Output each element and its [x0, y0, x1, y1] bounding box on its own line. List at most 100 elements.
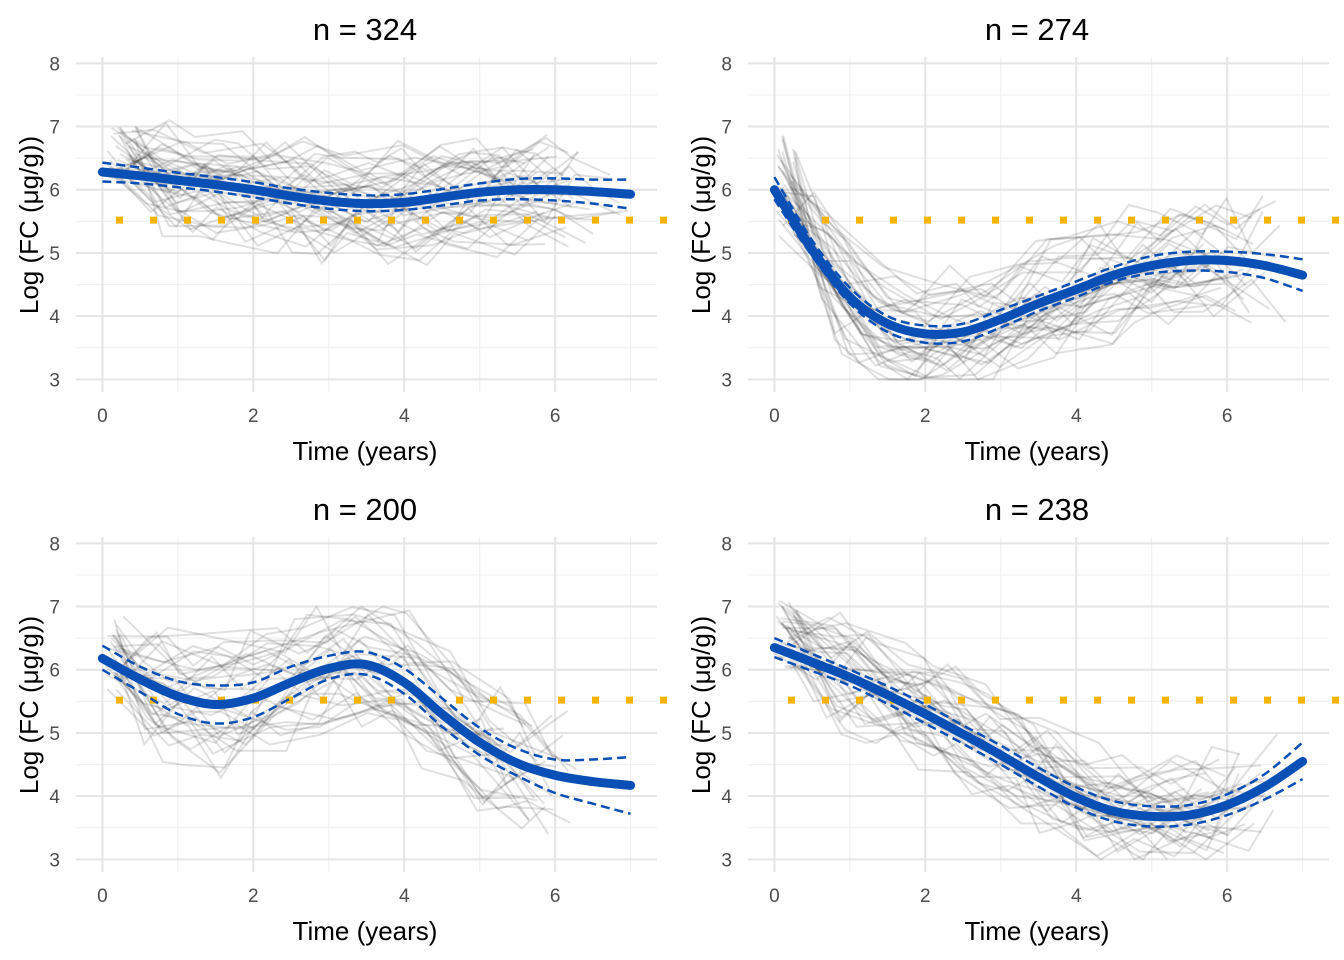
trajectory-line	[782, 190, 1216, 315]
fit-ci-lower	[102, 180, 631, 213]
trajectory-line	[115, 688, 540, 800]
trajectory-line	[779, 186, 1251, 363]
x-tick-label: 4	[1071, 406, 1082, 427]
trajectory-line	[787, 649, 1253, 858]
fit-ci-lower	[773, 655, 1304, 828]
x-tick-label: 6	[1222, 406, 1233, 427]
trajectory-line	[108, 175, 614, 242]
trajectory-line	[132, 140, 534, 197]
trajectory-line	[135, 126, 546, 254]
trajectory-line	[789, 174, 1226, 314]
individual-trajectories	[105, 604, 577, 835]
trajectory-line	[782, 620, 1271, 821]
y-tick-label: 4	[721, 307, 732, 328]
trajectory-line	[121, 167, 586, 266]
fit-curve	[97, 653, 636, 790]
trajectory-line	[110, 135, 579, 198]
trajectory-line	[781, 139, 1271, 380]
trajectory-line	[115, 605, 567, 762]
x-tick-label: 0	[97, 886, 108, 907]
trajectory-line	[782, 135, 1244, 351]
trajectory-line	[110, 641, 546, 830]
x-tick-label: 2	[248, 406, 259, 427]
trajectory-line	[115, 629, 505, 736]
y-tick-label: 4	[49, 307, 60, 328]
y-tick-label: 4	[49, 787, 60, 808]
trajectory-line	[122, 615, 492, 745]
y-tick-label: 6	[721, 661, 732, 682]
trajectory-line	[132, 134, 548, 194]
chart-panel-4-svg: n = 238 0 2 4 6 3 4 5 6 7 8 Time (years) Log (FC …	[686, 492, 1341, 946]
y-tick-label: 5	[49, 244, 60, 265]
trajectory-line	[115, 659, 553, 804]
trajectory-line	[781, 207, 1266, 372]
trajectory-line	[781, 136, 1212, 381]
trajectory-line	[106, 150, 566, 262]
trajectory-line	[126, 121, 550, 186]
trajectory-line	[119, 126, 538, 248]
trajectory-line	[793, 150, 1223, 381]
trajectory-line	[129, 154, 569, 250]
trajectory-line	[784, 664, 1267, 804]
fit-ci-lower	[773, 198, 1303, 345]
x-tick-label: 6	[1222, 886, 1233, 907]
y-tick-label: 5	[721, 244, 732, 265]
trajectory-line	[785, 627, 1168, 861]
y-tick-label: 8	[49, 54, 60, 75]
y-tick-label: 6	[49, 181, 60, 202]
trajectory-line	[786, 654, 1272, 855]
y-tick-label: 6	[721, 181, 732, 202]
x-axis-title: Time (years)	[965, 916, 1110, 946]
y-tick-label: 8	[49, 534, 60, 555]
trajectory-line	[792, 161, 1252, 366]
gridlines	[76, 57, 657, 392]
panel-4: n = 238 0 2 4 6 3 4 5 6 7 8 Time (years) Log (FC …	[672, 480, 1344, 960]
trajectory-line	[106, 163, 528, 266]
trajectory-line	[132, 151, 580, 191]
x-tick-label: 4	[399, 886, 410, 907]
trajectory-line	[782, 626, 1207, 803]
y-axis-title: Log (FC (μg/g))	[686, 136, 716, 314]
y-tick-label: 3	[721, 370, 732, 391]
trajectory-line	[124, 141, 564, 201]
trajectory-line	[790, 629, 1226, 793]
y-axis-title: Log (FC (μg/g))	[14, 616, 44, 794]
y-tick-label: 7	[721, 598, 732, 619]
trajectory-line	[116, 613, 538, 762]
trajectory-line	[134, 141, 566, 255]
trajectory-line	[784, 196, 1256, 381]
trajectory-line	[128, 145, 609, 227]
trajectory-line	[779, 159, 1241, 346]
x-tick-label: 2	[920, 406, 931, 427]
x-axis-title: Time (years)	[965, 436, 1110, 466]
trajectory-line	[790, 186, 1264, 309]
y-tick-label: 3	[721, 850, 732, 871]
trajectory-line	[777, 166, 1277, 306]
fit-ci-upper	[773, 636, 1304, 808]
trajectory-line	[116, 651, 554, 812]
x-axis-title: Time (years)	[293, 436, 438, 466]
trajectory-line	[113, 605, 533, 728]
trajectory-line	[115, 628, 484, 704]
x-tick-label: 0	[97, 406, 108, 427]
trajectory-line	[773, 639, 1267, 822]
trajectory-line	[793, 610, 1203, 830]
trajectory-line	[790, 196, 1281, 321]
trajectory-line	[117, 134, 594, 256]
trajectory-line	[118, 671, 550, 835]
trajectory-line	[125, 119, 508, 184]
x-tick-label: 6	[550, 886, 561, 907]
fit-curve	[97, 167, 636, 209]
panel-title: n = 274	[985, 12, 1089, 47]
trajectory-line	[784, 649, 1255, 861]
trajectory-line	[777, 148, 1223, 351]
panel-1: n = 324 0 2 4 6 3 4 5 6 7 8 Time (years) Log (FC …	[0, 0, 672, 480]
trajectory-line	[118, 632, 571, 824]
trajectory-line	[107, 615, 564, 758]
trajectory-line	[117, 648, 494, 752]
chart-panel-3-svg: n = 200 0 2 4 6 3 4 5 6 7 8 Time (years) Log (FC …	[14, 492, 669, 946]
trajectory-line	[110, 127, 569, 181]
trajectory-line	[787, 626, 1196, 808]
y-axis-title: Log (FC (μg/g))	[686, 616, 716, 794]
panel-title: n = 200	[313, 492, 417, 527]
